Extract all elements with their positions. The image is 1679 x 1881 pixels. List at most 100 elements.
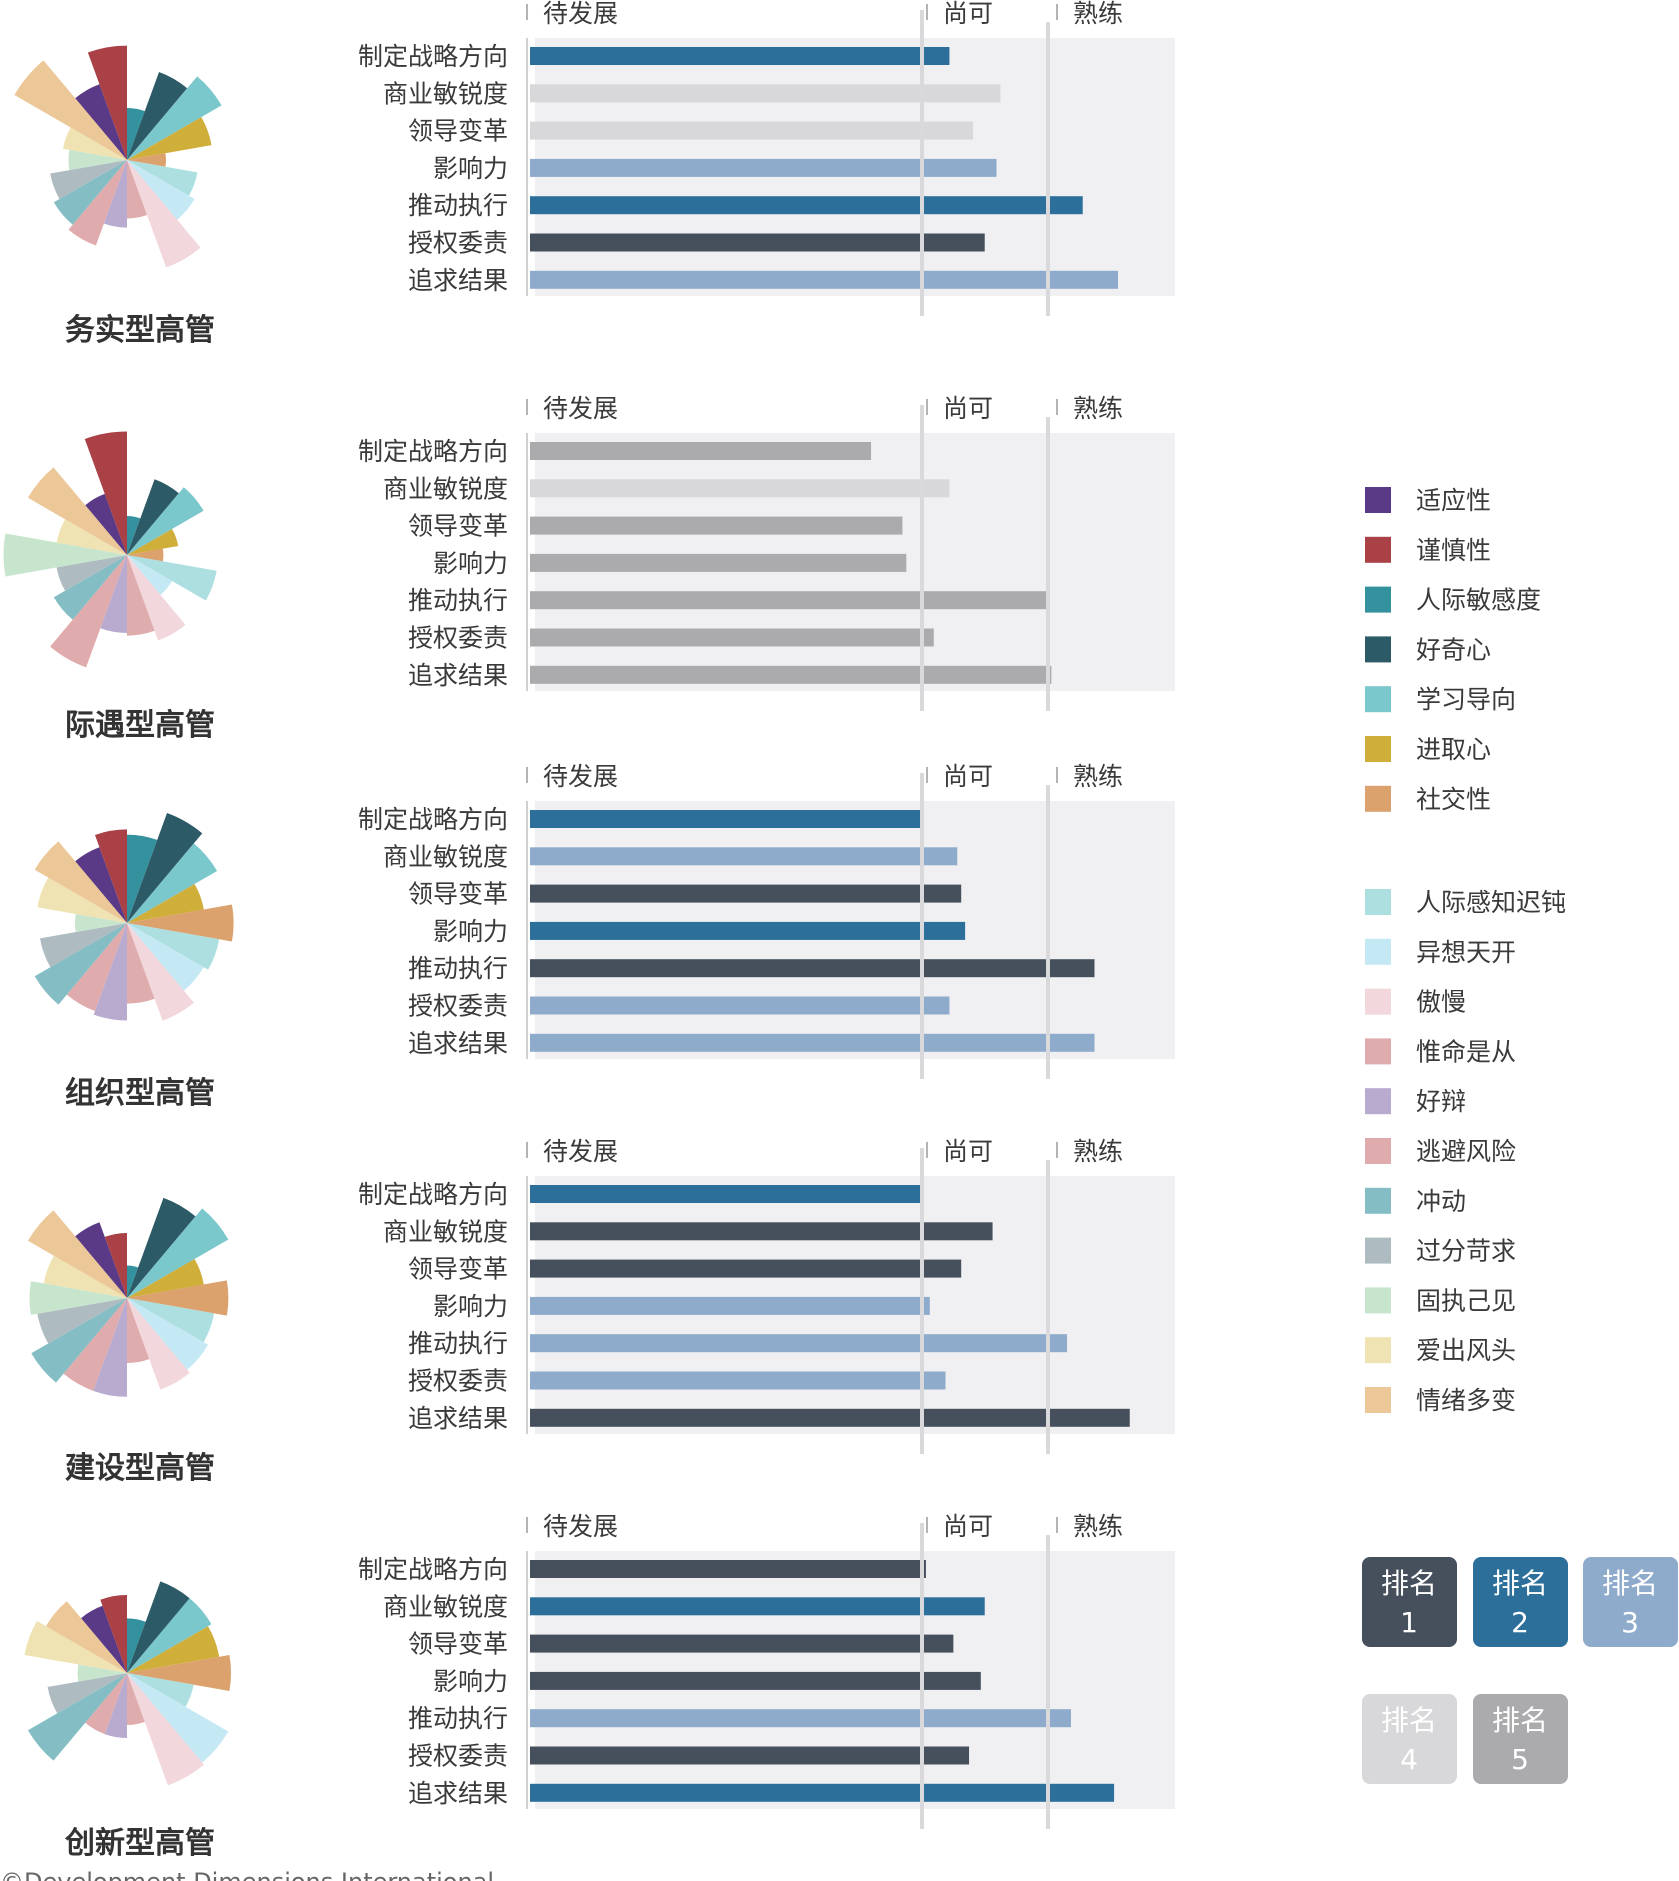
- competency-label: 影响力: [433, 1667, 508, 1696]
- bar: [530, 847, 958, 866]
- rose-slice: [127, 479, 179, 555]
- rank-number: 1: [1400, 1606, 1418, 1639]
- competency-label: 影响力: [433, 1292, 508, 1321]
- competency-label: 制定战略方向: [358, 805, 508, 834]
- legend-label: 固执己见: [1416, 1286, 1516, 1315]
- bar: [530, 1371, 946, 1390]
- rose-slice: [127, 1626, 220, 1673]
- bar: [530, 1033, 1095, 1052]
- panel-title: 组织型高管: [65, 1076, 215, 1111]
- rose-slice: [27, 1673, 127, 1761]
- rank-box: [1362, 1557, 1457, 1647]
- bar: [530, 1222, 993, 1241]
- rose-slice: [127, 1654, 231, 1692]
- rose-slice: [53, 555, 127, 620]
- rose-slice: [34, 841, 128, 923]
- competency-label: 授权委责: [408, 229, 508, 258]
- rose-slice: [77, 1664, 127, 1682]
- panel-title: 务实型高管: [65, 313, 215, 348]
- competency-label: 领导变革: [408, 1630, 508, 1659]
- legend-label: 冲动: [1416, 1187, 1466, 1216]
- bar: [530, 959, 1095, 978]
- legend-swatch: [1365, 586, 1391, 613]
- legend-label: 谨慎性: [1416, 536, 1491, 565]
- rose-slice: [127, 548, 164, 562]
- rose-slice: [85, 1673, 127, 1735]
- legend-swatch: [1365, 1237, 1391, 1264]
- legend-label: 情绪多变: [1416, 1386, 1516, 1415]
- rose-slice: [75, 1222, 127, 1298]
- rank-label: 排名: [1492, 1704, 1548, 1737]
- rose-slice: [103, 160, 127, 228]
- rose-slice: [37, 1298, 128, 1344]
- legend-label: 异想天开: [1416, 938, 1516, 967]
- rose-slice: [81, 1605, 127, 1673]
- legend-label: 学习导向: [1416, 685, 1516, 714]
- bar: [530, 270, 1118, 289]
- rank-box: [1473, 1557, 1568, 1647]
- rose-slice: [100, 1595, 127, 1673]
- competency-label: 影响力: [433, 549, 508, 578]
- legend-swatch: [1365, 1287, 1391, 1314]
- bar: [530, 121, 973, 140]
- bar: [530, 1634, 954, 1653]
- rose-slice: [127, 555, 155, 636]
- rose-slice: [127, 117, 212, 160]
- legend-swatch: [1365, 1337, 1391, 1364]
- bar: [530, 553, 907, 572]
- rose-slice: [127, 160, 201, 268]
- bar: [530, 1334, 1068, 1353]
- legend-swatch: [1365, 1038, 1391, 1065]
- rose-slice: [94, 829, 127, 923]
- competency-label: 制定战略方向: [358, 437, 508, 466]
- bar: [530, 665, 1052, 684]
- rose-slice: [127, 529, 179, 555]
- profile-panel: 待发展 尚可 熟练制定战略方向商业敏锐度领导变革影响力推动执行授权委责追求结果建设型…: [27, 1137, 1175, 1486]
- legend-swatch: [1365, 487, 1391, 513]
- scale-label: 尚可: [943, 1137, 993, 1166]
- panel-title: 际遇型高管: [65, 708, 215, 743]
- rose-slice: [100, 555, 127, 633]
- rank-label: 排名: [1381, 1704, 1437, 1737]
- legend-label: 好辩: [1416, 1087, 1466, 1116]
- rose-slice: [31, 1298, 128, 1383]
- rose-slice: [127, 555, 186, 641]
- rose-slice: [29, 1281, 127, 1315]
- rose-slice: [66, 923, 127, 1011]
- rose-slice: [68, 149, 127, 171]
- rose-slice: [127, 516, 141, 555]
- scale-label: 待发展: [543, 394, 618, 423]
- bar: [530, 47, 950, 65]
- rose-slice: [127, 487, 204, 555]
- rose-slice: [50, 555, 127, 668]
- rank-label: 排名: [1492, 1567, 1548, 1600]
- competency-label: 追求结果: [408, 1779, 508, 1808]
- scale-label: 尚可: [943, 762, 993, 791]
- rose-chart: [24, 1581, 231, 1786]
- bar: [530, 1185, 922, 1203]
- legend-label: 社交性: [1416, 785, 1491, 814]
- legend-label: 人际敏感度: [1416, 586, 1541, 615]
- bar: [530, 1597, 985, 1616]
- rose-slice: [127, 884, 204, 923]
- rose-slice: [127, 1673, 229, 1763]
- rose-slice: [43, 1255, 127, 1298]
- rose-slice: [127, 843, 218, 923]
- bar: [530, 628, 934, 647]
- rose-slice: [127, 160, 148, 219]
- competency-label: 领导变革: [408, 512, 508, 541]
- rose-slice: [127, 160, 198, 196]
- bar: [530, 1408, 1130, 1427]
- copyright-text: ©Development Dimensions International: [0, 1868, 494, 1881]
- legend-label: 惟命是从: [1416, 1037, 1516, 1066]
- competency-label: 领导变革: [408, 1255, 508, 1284]
- competency-label: 推动执行: [408, 954, 508, 983]
- rank-box: [1362, 1694, 1457, 1784]
- legend-swatch: [1365, 938, 1391, 965]
- rank-number: 2: [1511, 1606, 1529, 1639]
- legend-swatch: [1365, 1387, 1391, 1413]
- competency-label: 推动执行: [408, 191, 508, 220]
- rose-slice: [127, 1673, 194, 1707]
- rose-slice: [127, 153, 166, 167]
